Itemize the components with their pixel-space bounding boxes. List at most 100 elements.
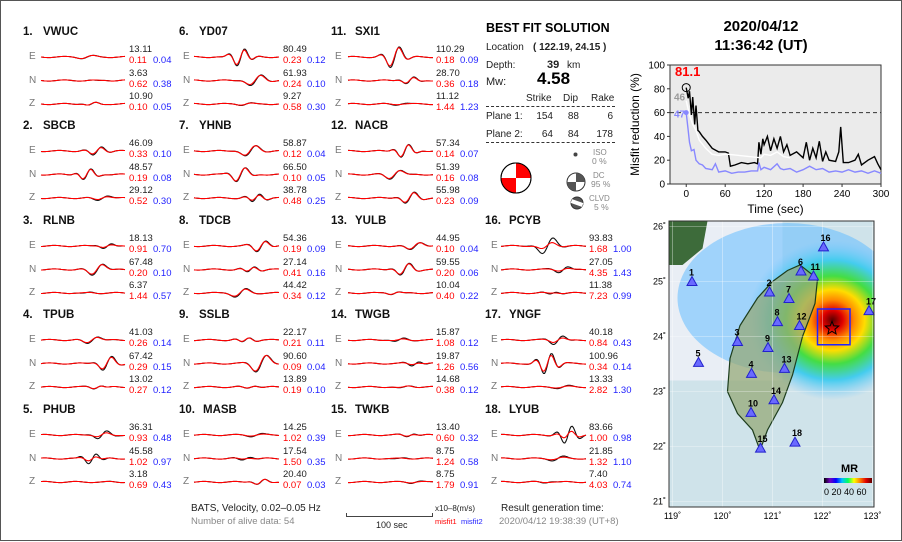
synthetic-waveform: [194, 337, 280, 342]
peak-amplitude: 11.38: [589, 280, 613, 291]
mr-legend-title: MR: [841, 463, 858, 475]
plane1-dip: 88: [567, 111, 579, 122]
station-id-label: 9: [765, 334, 770, 344]
station-id-label: 11: [811, 262, 821, 272]
series-line-0: [685, 87, 882, 171]
station-name: SXI1: [355, 26, 380, 38]
misfit1-value: 4.35: [589, 267, 608, 279]
component-label: N: [183, 168, 191, 180]
misfit2-value: 0.18: [460, 78, 479, 90]
station-triangle-icon[interactable]: [817, 240, 830, 252]
misfit1-value: 0.34: [283, 291, 302, 302]
station-name: PCYB: [509, 215, 541, 227]
misfit2-value: 0.35: [307, 456, 326, 468]
search-box: [816, 308, 851, 346]
station-triangle-icon[interactable]: [793, 319, 806, 330]
synthetic-waveform: [501, 456, 587, 461]
station-triangle-icon[interactable]: [692, 356, 705, 367]
station-triangle-icon[interactable]: [778, 362, 791, 373]
event-date: 2020/04/12: [723, 18, 799, 35]
peak-amplitude: 22.17: [283, 327, 307, 338]
station-triangle-icon[interactable]: [783, 292, 795, 304]
component-label: E: [183, 51, 190, 62]
misfit2-value: 0.12: [460, 338, 479, 349]
synthetic-waveform: [193, 457, 280, 460]
iso-value: 0 %: [592, 156, 607, 166]
misfit2-value: 0.14: [613, 361, 632, 373]
synthetic-waveform: [500, 242, 587, 250]
station-number: 14.: [331, 309, 347, 321]
misfit1-value: 0.10: [129, 102, 148, 113]
misfit2-value: 0.43: [613, 338, 632, 349]
component-label: N: [183, 74, 191, 86]
station-triangle-icon[interactable]: [745, 406, 757, 417]
synthetic-waveform: [500, 385, 586, 389]
misfit2-value: 0.04: [460, 244, 479, 255]
peak-amplitude: 13.33: [589, 374, 613, 385]
station-name: TWKB: [355, 404, 390, 416]
station-triangle-icon[interactable]: [745, 367, 758, 378]
max-mr-label: 81.1: [675, 64, 700, 79]
lat-tick-label: 22˚: [653, 442, 666, 452]
station-name: TWGB: [355, 309, 391, 321]
misfit2-value: 1.10: [613, 456, 632, 468]
station-triangle-icon[interactable]: [731, 335, 744, 346]
station-triangle-icon[interactable]: [763, 285, 776, 297]
station-triangle-icon[interactable]: [771, 315, 784, 327]
iso-icon: [573, 152, 578, 157]
station-triangle-icon[interactable]: [754, 442, 767, 453]
misfit1-value: 0.33: [129, 149, 148, 160]
location-label: Location: [486, 42, 524, 53]
synthetic-waveform: [500, 267, 587, 272]
lat-tick-label: 23˚: [653, 387, 666, 397]
misfit2-value: 0.97: [153, 456, 172, 468]
component-label: Z: [183, 98, 190, 109]
misfit1-value: 0.34: [589, 361, 608, 373]
misfit2-value: 0.32: [460, 433, 479, 444]
misfit2-value: 0.04: [153, 55, 172, 66]
station-triangle-icon[interactable]: [686, 275, 698, 286]
misfit1-value: 0.10: [436, 244, 455, 255]
misfit1-value: 0.26: [129, 338, 148, 349]
lon-tick-label: 119˚: [664, 511, 681, 521]
misfit1-value: 0.23: [436, 196, 455, 207]
dc-value: 95 %: [591, 179, 611, 189]
table-divider: [486, 106, 615, 107]
station-triangle-icon[interactable]: [762, 341, 774, 352]
station-triangle-icon[interactable]: [789, 436, 801, 447]
component-label: E: [183, 429, 190, 440]
station-id-label: 17: [866, 297, 876, 307]
station-id-label: 6: [798, 257, 803, 267]
misfit2-value: 0.10: [153, 149, 172, 160]
peak-amplitude: 7.40: [589, 469, 608, 480]
peak-amplitude: 48.57: [129, 161, 153, 173]
max-marker: [681, 83, 691, 93]
misfit1-value: 1.02: [283, 433, 302, 444]
misfit2-value: 0.70: [153, 244, 172, 255]
peak-amplitude: 6.37: [129, 280, 148, 291]
misfit1-value: 1.26: [436, 361, 455, 373]
component-label: Z: [491, 381, 498, 392]
synthetic-waveform: [348, 457, 434, 460]
misfit-reduction-chart: 81.1 46 47 0 60 120 180 240 300 0 20 40 60 80 100 Time …: [628, 61, 890, 217]
peak-amplitude: 9.27: [283, 91, 302, 102]
synthetic-waveform: [40, 101, 126, 106]
station-triangle-icon[interactable]: [863, 304, 875, 316]
misfit1-value: 0.38: [436, 385, 455, 396]
misfit2-value: 0.43: [153, 480, 172, 491]
misfit1-value: 0.36: [436, 78, 455, 90]
misfit2-value: 0.99: [613, 291, 632, 302]
misfit2-value: 0.25: [307, 196, 326, 207]
station-triangle-icon[interactable]: [807, 269, 820, 281]
observed-waveform: [193, 193, 280, 203]
peak-amplitude: 8.75: [436, 469, 455, 480]
station-triangle-icon[interactable]: [768, 393, 780, 405]
peak-amplitude: 13.11: [129, 44, 153, 55]
misfit2-value: 0.10: [307, 385, 326, 396]
peak-amplitude: 54.36: [283, 233, 307, 244]
station-triangle-icon[interactable]: [795, 265, 807, 276]
depth-label: Depth:: [486, 60, 516, 71]
peak-amplitude: 14.68: [436, 374, 460, 385]
station-number: 6.: [179, 26, 189, 38]
peak-amplitude: 20.40: [283, 469, 307, 480]
